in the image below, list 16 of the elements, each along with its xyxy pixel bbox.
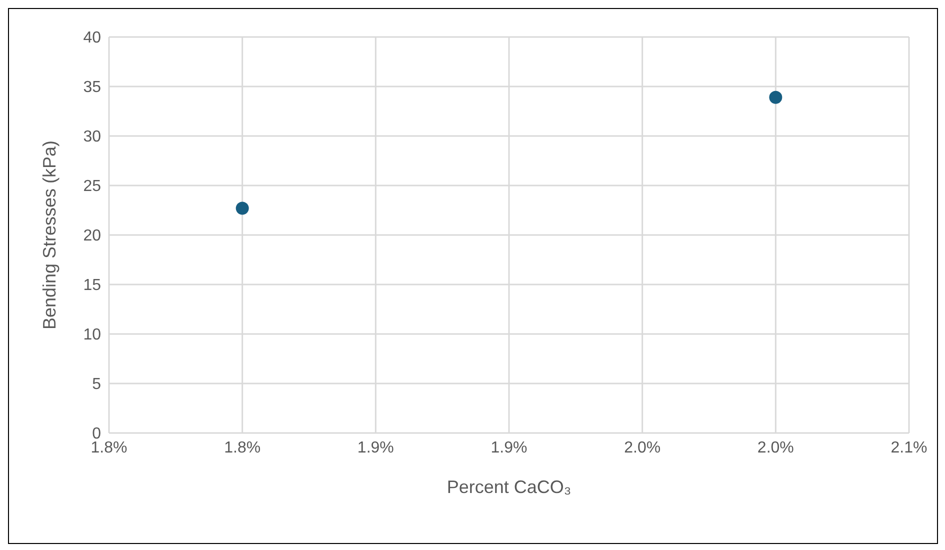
y-axis-title: Bending Stresses (kPa) (39, 140, 60, 330)
x-tick-label: 1.9% (490, 439, 528, 456)
x-tick-label: 2.1% (890, 439, 928, 456)
y-tick-label: 15 (83, 277, 102, 294)
y-tick-label: 10 (83, 326, 102, 344)
y-tick-label: 5 (92, 376, 102, 394)
x-tick-label: 1.8% (224, 439, 261, 456)
x-tick-label: 2.0% (624, 439, 661, 456)
y-tick-label: 25 (83, 178, 102, 196)
y-tick-label: 30 (83, 128, 102, 146)
x-tick-label: 2.0% (757, 439, 794, 456)
y-tick-label: 20 (83, 228, 102, 245)
y-tick-label: 35 (83, 79, 102, 96)
x-tick-label: 1.9% (357, 439, 394, 456)
y-tick-label: 40 (83, 30, 102, 47)
x-axis-title: Percent CaCO₃ (446, 477, 572, 497)
